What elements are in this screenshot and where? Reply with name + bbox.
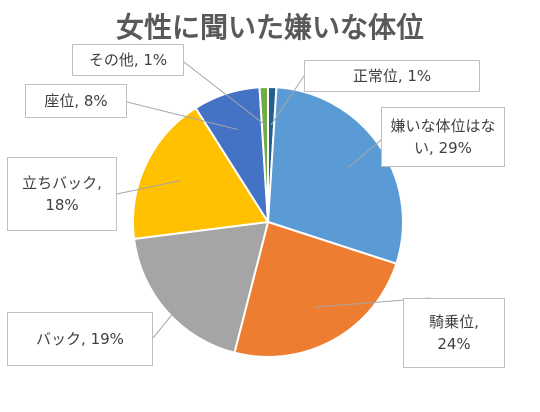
leader-line-5 <box>126 101 239 131</box>
pie-slice-4 <box>132 106 270 241</box>
chart-title: 女性に聞いた嫌いな体位 <box>115 11 424 44</box>
data-label-tachi-back: 立ちバック, 18% <box>7 157 117 231</box>
leader-line-4 <box>116 180 181 195</box>
leader-line-6 <box>183 61 266 126</box>
pie-slice-3 <box>132 220 270 354</box>
pie-slice-2 <box>233 220 398 358</box>
leader-line-1 <box>348 139 382 168</box>
data-label-back: バック, 19% <box>7 312 153 366</box>
data-label-kirai-nashi: 嫌いな体位はない, 29% <box>381 107 505 167</box>
leader-line-0 <box>270 75 305 126</box>
pie-slice-1 <box>266 86 404 265</box>
data-label-seijoui: 正常位, 1% <box>304 60 480 92</box>
data-label-zai: 座位, 8% <box>25 84 127 118</box>
leader-line-3 <box>152 285 196 339</box>
data-label-kijoui: 騎乗位, 24% <box>403 298 505 368</box>
data-label-sonota: その他, 1% <box>72 44 184 76</box>
pie-slice-6 <box>258 85 269 223</box>
